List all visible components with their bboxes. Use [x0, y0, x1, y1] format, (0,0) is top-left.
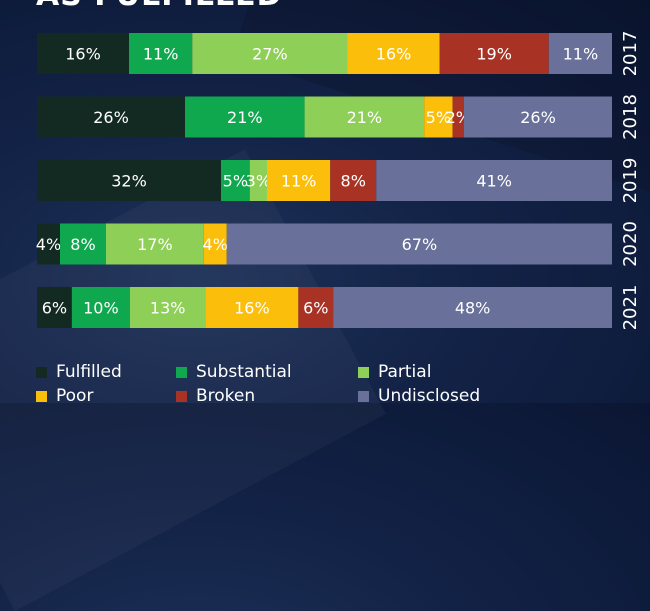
bar-segment — [71, 287, 130, 328]
year-label: 2019 — [620, 158, 641, 204]
data-label: 10% — [83, 299, 119, 318]
data-label: 67% — [402, 235, 438, 254]
bar-segment — [249, 160, 267, 201]
bar-segment — [439, 33, 549, 74]
data-label: 21% — [347, 108, 383, 127]
bar-segment — [37, 223, 60, 265]
bar-segment — [106, 223, 204, 265]
bar-segment — [37, 160, 221, 201]
bar-segment — [129, 33, 193, 74]
data-label: 4% — [203, 235, 228, 254]
bar-segment — [205, 287, 299, 328]
data-label: 4% — [36, 235, 61, 254]
bar-segment — [376, 160, 612, 201]
data-label: 5% — [426, 108, 451, 127]
data-label: 8% — [70, 235, 95, 254]
bar-segment — [333, 287, 612, 328]
bar-segment — [226, 223, 612, 265]
data-label: 26% — [520, 108, 556, 127]
bar-segment — [424, 96, 453, 138]
data-label: 6% — [42, 299, 67, 318]
bar-segment — [185, 96, 305, 138]
data-label: 26% — [93, 108, 129, 127]
bar-segment — [203, 223, 227, 265]
data-label: 48% — [455, 299, 491, 318]
data-label: 11% — [143, 45, 179, 64]
data-label: 5% — [223, 172, 248, 191]
bar-segment — [304, 96, 425, 138]
data-label: 16% — [65, 45, 101, 64]
bar-segment — [298, 287, 334, 328]
data-label: 17% — [137, 235, 173, 254]
bar-segment — [37, 33, 129, 74]
bar-segment — [192, 33, 348, 74]
data-label: 21% — [227, 108, 263, 127]
data-label: 16% — [234, 299, 270, 318]
bar-segment — [347, 33, 440, 74]
data-label: 16% — [376, 45, 412, 64]
data-label: 19% — [476, 45, 512, 64]
data-label: 6% — [303, 299, 328, 318]
bar-segment — [37, 287, 72, 328]
data-label: 41% — [476, 172, 512, 191]
year-label: 2017 — [620, 31, 641, 77]
bar-segment — [221, 160, 250, 201]
data-label: 13% — [150, 299, 186, 318]
bar-segment — [267, 160, 331, 201]
data-label: 8% — [341, 172, 366, 191]
year-label: 2021 — [620, 285, 641, 331]
bar-segment — [452, 96, 464, 138]
data-label: 3% — [246, 172, 271, 191]
chart-title: AS FULFILLED — [36, 0, 283, 13]
bar-segment — [129, 287, 206, 328]
bar-segment — [37, 96, 186, 138]
data-label: 11% — [281, 172, 317, 191]
data-label: 27% — [252, 45, 288, 64]
bar-segment — [463, 96, 612, 138]
data-label: 32% — [111, 172, 147, 191]
data-label: 11% — [563, 45, 599, 64]
bar-segment — [330, 160, 377, 201]
year-label: 2020 — [620, 221, 641, 267]
bar-segment — [60, 223, 106, 265]
bar-segment — [548, 33, 612, 74]
year-label: 2018 — [620, 94, 641, 140]
